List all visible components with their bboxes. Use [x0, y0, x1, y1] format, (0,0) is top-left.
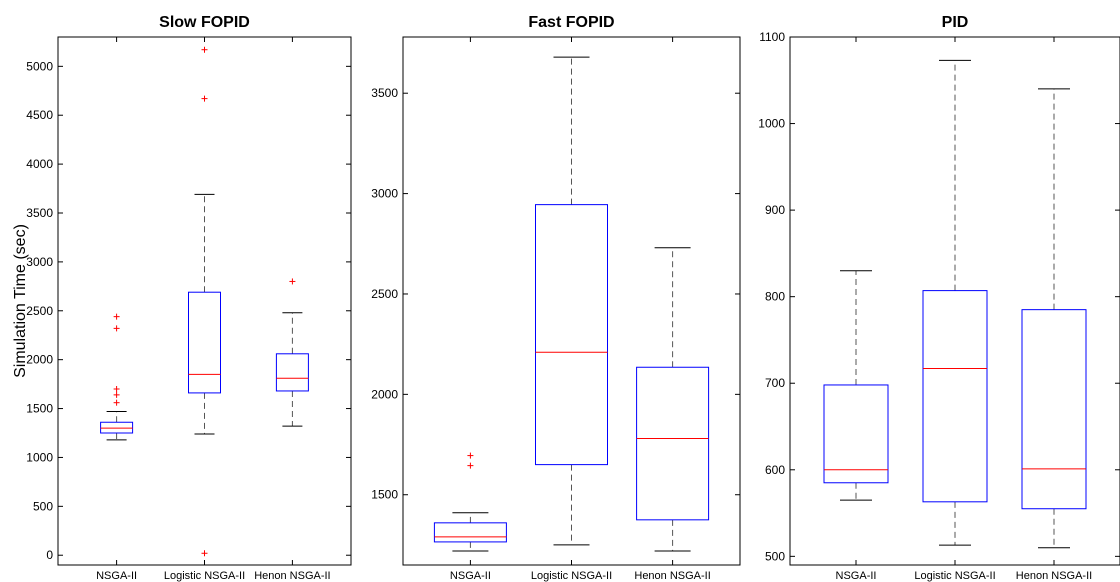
y-tick-label: 1100 — [759, 30, 785, 44]
y-tick-label: 4000 — [26, 157, 53, 171]
outlier-marker — [467, 452, 474, 459]
y-tick-label: 1500 — [26, 402, 53, 416]
x-tick-label: Henon NSGA-II — [634, 570, 710, 582]
chart-title: Slow FOPID — [159, 14, 250, 31]
outlier-marker — [289, 278, 296, 285]
iqr-box — [535, 204, 608, 466]
y-tick-label: 1500 — [371, 488, 398, 502]
y-tick-label: 1000 — [26, 450, 53, 464]
iqr-box — [188, 291, 221, 394]
iqr-box — [636, 366, 710, 521]
x-tick-label: NSGA-II — [450, 570, 491, 582]
outlier-marker — [201, 550, 208, 557]
y-tick-label: 900 — [765, 203, 785, 217]
y-tick-label: 2000 — [26, 353, 53, 367]
y-tick-label: 600 — [765, 463, 785, 477]
outlier-marker — [113, 391, 120, 398]
outlier-marker — [113, 313, 120, 320]
outlier-marker — [467, 462, 474, 469]
y-tick-label: 2000 — [371, 387, 398, 401]
iqr-box — [1021, 309, 1087, 510]
y-tick-label: 3000 — [371, 187, 398, 201]
y-tick-label: 3500 — [371, 86, 398, 100]
iqr-box — [275, 353, 309, 392]
y-tick-label: 2500 — [26, 304, 53, 318]
y-tick-label: 500 — [33, 499, 53, 513]
y-tick-label: 1000 — [758, 117, 785, 131]
outlier-marker — [201, 95, 208, 102]
y-tick-label: 800 — [765, 290, 785, 304]
iqr-box — [823, 384, 889, 484]
y-tick-label: 5000 — [26, 59, 53, 73]
x-tick-label: Logistic NSGA-II — [164, 570, 245, 582]
chart-title: PID — [942, 14, 969, 31]
x-tick-label: Henon NSGA-II — [1016, 570, 1092, 582]
y-tick-label: 500 — [765, 549, 785, 563]
y-tick-label: 0 — [46, 548, 53, 562]
x-tick-label: Logistic NSGA-II — [531, 570, 612, 582]
y-tick-label: 3500 — [26, 206, 53, 220]
y-tick-label: 2500 — [371, 287, 398, 301]
outlier-marker — [113, 325, 120, 332]
x-tick-label: Logistic NSGA-II — [914, 570, 995, 582]
iqr-box — [922, 290, 988, 503]
x-tick-label: NSGA-II — [96, 570, 137, 582]
plot-frame — [57, 36, 352, 566]
outlier-marker — [113, 386, 120, 392]
y-tick-label: 4500 — [26, 108, 53, 122]
y-tick-label: 3000 — [26, 255, 53, 269]
x-tick-label: NSGA-II — [836, 570, 877, 582]
outlier-marker — [113, 399, 120, 406]
y-tick-label: 700 — [765, 376, 785, 390]
y-axis-label: Simulation Time (sec) — [12, 224, 29, 378]
outlier-marker — [201, 46, 208, 53]
x-tick-label: Henon NSGA-II — [254, 570, 330, 582]
iqr-box — [433, 522, 507, 543]
chart-title: Fast FOPID — [528, 14, 614, 31]
